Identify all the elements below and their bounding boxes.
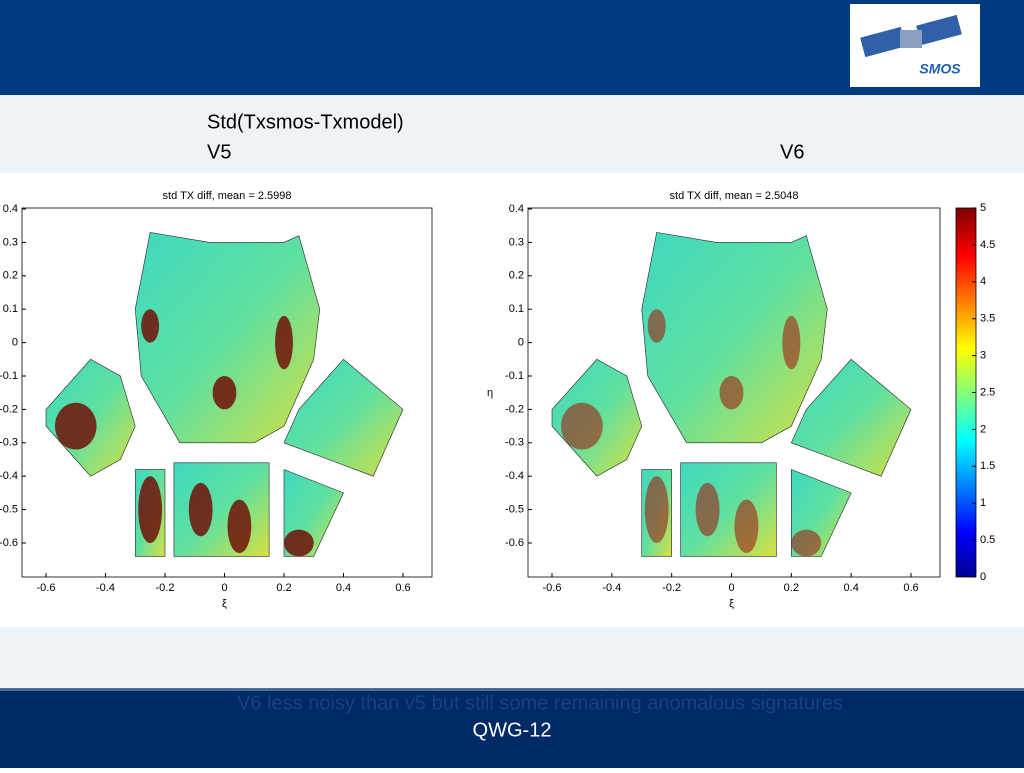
y-tick-label: 0.4	[509, 203, 524, 215]
x-tick-label: 0.4	[844, 582, 859, 594]
colorbar-tick-label: 0	[980, 571, 986, 583]
y-tick-label: -0.1	[0, 370, 18, 382]
x-tick-label: -0.6	[37, 582, 56, 594]
y-tick-label: 0.4	[3, 203, 18, 215]
colorbar-tick-label: 4	[980, 276, 986, 288]
y-tick-label: -0.5	[0, 504, 18, 516]
anomaly	[212, 376, 237, 410]
y-tick-label: 0.2	[509, 270, 524, 282]
swath	[283, 358, 404, 477]
swath	[680, 462, 777, 557]
anomaly	[227, 499, 252, 554]
y-axis-label: η	[487, 387, 493, 399]
slide-title: Std(Txsmos-Txmodel)	[207, 111, 404, 133]
anomaly	[782, 315, 801, 370]
anomaly	[275, 315, 293, 370]
title-band	[0, 95, 1024, 173]
x-tick-label: -0.4	[96, 582, 115, 594]
swath	[641, 232, 828, 444]
lower-band	[0, 627, 1024, 688]
logo-satellite	[860, 14, 962, 58]
left-label: V5	[207, 141, 231, 163]
swath	[790, 358, 912, 477]
anomaly	[719, 376, 744, 410]
y-tick-label: -0.2	[0, 403, 18, 415]
y-tick-label: 0	[518, 337, 524, 349]
swath	[134, 232, 321, 444]
colorbar-tick-label: 5	[980, 202, 986, 214]
x-tick-label: 0	[221, 582, 227, 594]
x-tick-label: -0.2	[662, 582, 681, 594]
colorbar-tick-label: 4.5	[980, 239, 995, 251]
y-tick-label: 0.2	[3, 270, 18, 282]
colorbar-tick-label: 3	[980, 350, 986, 362]
anomaly	[560, 402, 603, 450]
plot-title: std TX diff, mean = 2.5048	[670, 190, 799, 202]
footer-band	[0, 688, 1024, 768]
x-tick-label: 0	[728, 582, 734, 594]
anomaly	[54, 402, 97, 450]
anomaly	[284, 529, 314, 557]
x-axis-label: ξ	[729, 598, 734, 610]
colorbar-tick-label: 3.5	[980, 313, 995, 325]
anomaly	[141, 309, 160, 343]
anomaly	[647, 309, 666, 343]
x-tick-label: 0.6	[903, 582, 918, 594]
y-tick-label: 0.1	[3, 303, 18, 315]
x-tick-label: -0.4	[602, 582, 621, 594]
anomaly	[138, 476, 163, 543]
anomaly	[734, 499, 759, 554]
anomaly	[695, 482, 720, 537]
x-tick-label: 0.6	[395, 582, 410, 594]
y-tick-label: -0.5	[505, 504, 524, 516]
anomaly	[644, 476, 669, 543]
y-tick-label: -0.2	[505, 403, 524, 415]
colorbar-tick-label: 1.5	[980, 460, 995, 472]
y-tick-label: -0.4	[0, 470, 18, 482]
contour-plot: std TX diff, mean = 2.5048 -0.6 -0.4 -0.2 0 0…	[487, 190, 941, 610]
y-tick-label: 0.3	[509, 236, 524, 248]
x-tick-label: -0.2	[156, 582, 175, 594]
y-tick-label: 0.1	[509, 303, 524, 315]
y-tick-label: 0	[12, 337, 18, 349]
plot-title: std TX diff, mean = 2.5998	[163, 190, 292, 202]
x-tick-label: 0.2	[276, 582, 291, 594]
x-axis-label: ξ	[222, 598, 227, 610]
contour-plot: std TX diff, mean = 2.5998 -0.6 -0.4 -0.2 0 0…	[0, 190, 433, 610]
x-tick-label: -0.6	[543, 582, 562, 594]
anomaly	[791, 529, 822, 557]
y-tick-label: -0.4	[505, 470, 524, 482]
x-tick-label: 0.4	[336, 582, 351, 594]
footer-border	[0, 688, 1024, 691]
colorbar-tick-label: 0.5	[980, 534, 995, 546]
y-tick-label: -0.3	[0, 437, 18, 449]
y-tick-label: -0.6	[0, 537, 18, 549]
y-tick-label: -0.1	[505, 370, 524, 382]
footer-note: V6 less noisy than v5 but still some rem…	[237, 692, 843, 714]
colorbar-tick-label: 2.5	[980, 386, 995, 398]
y-tick-label: -0.6	[505, 537, 524, 549]
colorbar-tick-label: 2	[980, 423, 986, 435]
anomaly	[188, 482, 213, 537]
swath	[173, 462, 270, 557]
logo-text: SMOS	[919, 61, 961, 77]
x-tick-label: 0.2	[784, 582, 799, 594]
colorbar-tick-label: 1	[980, 497, 986, 509]
footer-label: QWG-12	[473, 719, 552, 741]
y-tick-label: -0.3	[505, 437, 524, 449]
y-tick-label: 0.3	[3, 236, 18, 248]
right-label: V6	[780, 141, 804, 163]
